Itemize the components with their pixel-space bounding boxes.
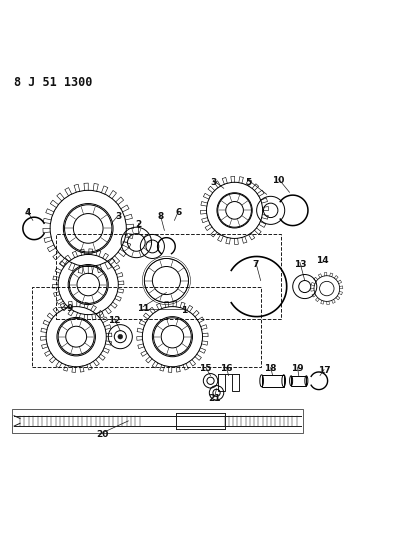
Text: 8 J 51 1300: 8 J 51 1300 (14, 76, 92, 89)
Text: 3: 3 (210, 178, 217, 187)
Text: 7: 7 (253, 260, 259, 269)
Text: 15: 15 (199, 364, 212, 373)
Bar (12, 409, 303, 433)
Text: 17: 17 (318, 366, 330, 375)
Bar (56, 235, 281, 319)
Text: 18: 18 (264, 364, 277, 373)
Circle shape (118, 334, 123, 339)
Text: 19: 19 (291, 364, 304, 373)
Bar (291, 376, 306, 386)
Text: 20: 20 (96, 430, 108, 439)
Text: 3: 3 (115, 212, 122, 221)
Text: 13: 13 (294, 260, 306, 269)
Text: 12: 12 (108, 316, 121, 325)
Bar (32, 287, 261, 367)
Text: 4: 4 (24, 208, 30, 217)
Text: 11: 11 (137, 304, 150, 313)
Text: 21: 21 (208, 393, 221, 402)
Text: 1: 1 (181, 306, 188, 315)
Text: 9: 9 (67, 304, 73, 313)
Text: 14: 14 (316, 256, 329, 265)
Text: 5: 5 (245, 178, 252, 187)
Bar (262, 375, 284, 387)
Bar (232, 374, 239, 391)
Text: 2: 2 (135, 220, 142, 229)
Bar (218, 374, 225, 391)
Text: 10: 10 (273, 176, 285, 185)
Text: 6: 6 (175, 208, 182, 217)
Text: 16: 16 (220, 364, 233, 373)
Text: 8: 8 (157, 212, 164, 221)
